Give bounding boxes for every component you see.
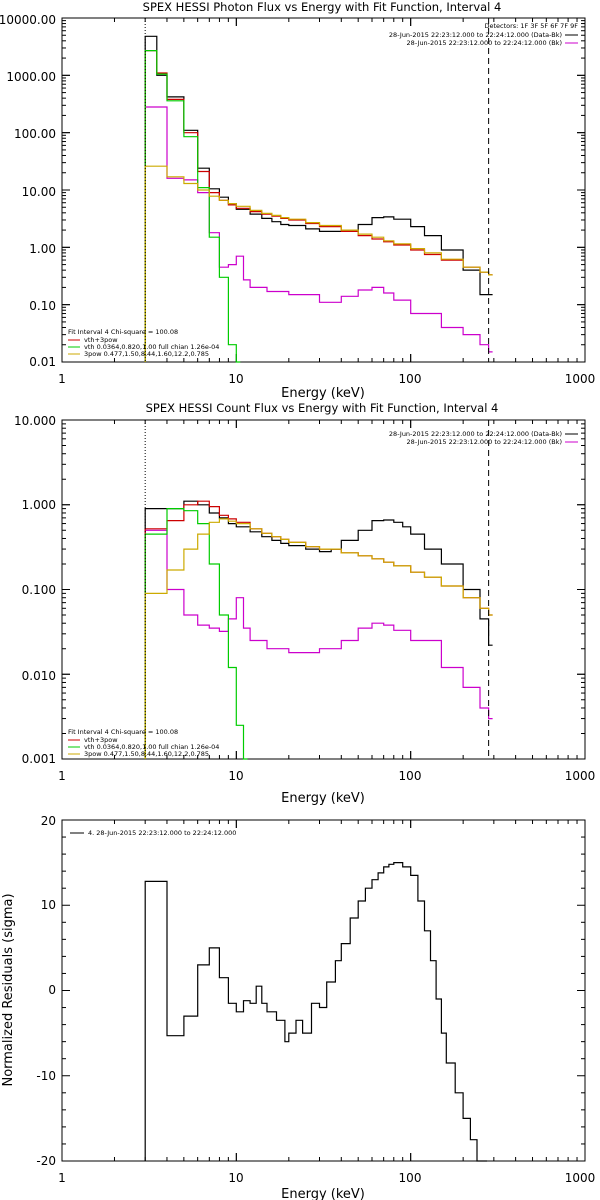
series-line-1 bbox=[144, 529, 493, 759]
panel2-ytick-2: 0.100 bbox=[22, 583, 56, 597]
panel2-frame bbox=[61, 419, 586, 760]
panel2-title: SPEX HESSI Count Flux vs Energy with Fit… bbox=[146, 401, 499, 415]
panel3-ytick-0: 0 bbox=[48, 983, 56, 997]
panel2-xlabel: Energy (keV) bbox=[281, 791, 365, 806]
panel2-xtick-1000: 1000 bbox=[565, 769, 596, 783]
series-line-4 bbox=[144, 165, 493, 362]
panel3-ylabel: Normalized Residuals (sigma) bbox=[1, 893, 16, 1086]
panel2-ytick-3: 1.000 bbox=[22, 498, 56, 512]
panel1-ytick-0: 0.01 bbox=[29, 355, 56, 369]
series-line-4 bbox=[144, 518, 493, 759]
panel2-xtick-100: 100 bbox=[399, 769, 422, 783]
panel1-legend-bottom: Fit Interval 4 Chi-square = 100.08 vth+3… bbox=[68, 328, 219, 358]
panel1-xtick-1000: 1000 bbox=[565, 372, 596, 386]
panel3-xlabel: Energy (keV) bbox=[281, 1187, 365, 1200]
photon-flux-panel: SPEX HESSI Photon Flux vs Energy with Fi… bbox=[0, 0, 595, 401]
panel1-xtick-1: 1 bbox=[58, 372, 66, 386]
panel2-xtick-10: 10 bbox=[228, 769, 243, 783]
series-line-3 bbox=[144, 508, 248, 760]
panel2-ticks bbox=[61, 419, 586, 760]
panel2-plot-area bbox=[144, 420, 493, 760]
panel3-xtick-1000: 1000 bbox=[565, 1171, 596, 1185]
panel1-legend-bk: 28-Jun-2015 22:23:12.000 to 22:24:12.000… bbox=[407, 39, 562, 47]
panel1-xtick-100: 100 bbox=[399, 372, 422, 386]
panel1-xtick-10: 10 bbox=[228, 372, 243, 386]
series-line-2 bbox=[144, 50, 493, 362]
panel1-plot-area bbox=[144, 18, 493, 363]
panel3-ticks bbox=[61, 819, 586, 1162]
panel1-ytick-2: 1.00 bbox=[29, 242, 56, 256]
panel2-ytick-4: 10.000 bbox=[14, 414, 56, 428]
panel1-legend-vth: vth 0.0364,0.820,1.00 full chian 1.26e-0… bbox=[84, 343, 219, 351]
panel1-legend-detectors: Detectors: 1F 3F 5F 6F 7F 9F bbox=[484, 22, 578, 30]
panel3-plot-area bbox=[144, 862, 487, 1162]
panel2-legend-vth: vth 0.0364,0.820,1.00 full chian 1.26e-0… bbox=[84, 743, 219, 751]
panel1-frame bbox=[61, 17, 586, 363]
panel1-ytick-1: 0.10 bbox=[29, 299, 56, 313]
panel1-legend-3pow: 3pow 0.477,1.50,8.44,1.60,12.2,0.785 bbox=[84, 350, 209, 358]
panel2-legend-vth3pow: vth+3pow bbox=[84, 736, 118, 744]
panel1-ticks bbox=[61, 17, 586, 363]
panel1-legend-fit-title: Fit Interval 4 Chi-square = 100.08 bbox=[68, 328, 178, 336]
panel2-legend-bk: 28-Jun-2015 22:23:12.000 to 22:24:12.000… bbox=[407, 438, 562, 446]
panel1-legend-databk: 28-Jun-2015 22:23:12.000 to 22:24:12.000… bbox=[389, 31, 562, 39]
panel2-legend-fit-title: Fit Interval 4 Chi-square = 100.08 bbox=[68, 728, 178, 736]
panel1-ytick-3: 10.00 bbox=[22, 185, 56, 199]
panel3-xtick-100: 100 bbox=[399, 1171, 422, 1185]
panel3-ytick-20: 20 bbox=[41, 814, 56, 828]
panel3-xtick-1: 1 bbox=[58, 1171, 66, 1185]
panel2-ytick-1: 0.010 bbox=[22, 669, 56, 683]
panel3-frame bbox=[61, 819, 586, 1162]
panel2-ytick-0: 0.001 bbox=[22, 752, 56, 766]
panel2-legend-bottom: Fit Interval 4 Chi-square = 100.08 vth+3… bbox=[68, 728, 219, 758]
panel3-ytick-m10: -10 bbox=[36, 1069, 56, 1083]
series-line-0 bbox=[144, 862, 487, 1162]
panel3-legend: 4. 28-Jun-2015 22:23:12.000 to 22:24:12.… bbox=[88, 829, 236, 837]
panel2-legend-3pow: 3pow 0.477,1.50,8.44,1.60,12.2,0.785 bbox=[84, 750, 209, 758]
panel3-ytick-m20: -20 bbox=[36, 1154, 56, 1168]
panel2-legend-top: 28-Jun-2015 22:23:12.000 to 22:24:12.000… bbox=[389, 430, 578, 446]
panel2-xtick-1: 1 bbox=[58, 769, 66, 783]
panel3-xtick-10: 10 bbox=[228, 1171, 243, 1185]
panel1-legend-top: Detectors: 1F 3F 5F 6F 7F 9F 28-Jun-2015… bbox=[389, 22, 578, 47]
panel1-legend-vth3pow: vth+3pow bbox=[84, 336, 118, 344]
panel1-ytick-4: 100.00 bbox=[14, 127, 56, 141]
panel1-title: SPEX HESSI Photon Flux vs Energy with Fi… bbox=[143, 0, 502, 14]
residuals-panel: 1 10 100 1000 -20 -10 0 10 20 Energy (ke… bbox=[1, 814, 595, 1200]
panel3-ytick-10: 10 bbox=[41, 898, 56, 912]
panel1-xlabel: Energy (keV) bbox=[281, 386, 365, 401]
panel2-legend-databk: 28-Jun-2015 22:23:12.000 to 22:24:12.000… bbox=[389, 430, 562, 438]
panel1-ytick-5: 1000.00 bbox=[6, 70, 56, 84]
series-line-3 bbox=[144, 50, 241, 363]
panel1-ytick-6: 10000.00 bbox=[0, 13, 56, 27]
series-line-1 bbox=[144, 106, 493, 362]
count-flux-panel: SPEX HESSI Count Flux vs Energy with Fit… bbox=[14, 401, 595, 806]
